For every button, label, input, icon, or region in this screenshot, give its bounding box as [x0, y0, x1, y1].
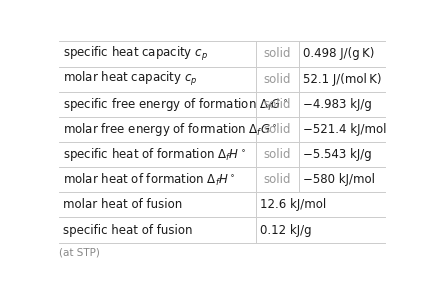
Text: molar heat of formation $\Delta_f H^\circ$: molar heat of formation $\Delta_f H^\cir…	[63, 172, 236, 188]
Text: specific heat of fusion: specific heat of fusion	[63, 224, 193, 236]
Text: specific heat of formation $\Delta_f H^\circ$: specific heat of formation $\Delta_f H^\…	[63, 146, 246, 163]
Text: −580 kJ/mol: −580 kJ/mol	[303, 173, 375, 186]
Text: molar free energy of formation $\Delta_f G^\circ$: molar free energy of formation $\Delta_f…	[63, 121, 278, 138]
Text: molar heat of fusion: molar heat of fusion	[63, 198, 182, 211]
Text: 52.1 J/(mol K): 52.1 J/(mol K)	[303, 72, 381, 86]
Text: solid: solid	[264, 72, 291, 86]
Text: solid: solid	[264, 148, 291, 161]
Text: −5.543 kJ/g: −5.543 kJ/g	[303, 148, 372, 161]
Text: 0.12 kJ/g: 0.12 kJ/g	[260, 224, 312, 236]
Text: specific free energy of formation $\Delta_f G^\circ$: specific free energy of formation $\Delt…	[63, 96, 288, 113]
Text: −521.4 kJ/mol: −521.4 kJ/mol	[303, 123, 387, 136]
Text: solid: solid	[264, 173, 291, 186]
Text: molar heat capacity $c_p$: molar heat capacity $c_p$	[63, 70, 198, 88]
Text: 0.498 J/(g K): 0.498 J/(g K)	[303, 48, 375, 60]
Text: solid: solid	[264, 48, 291, 60]
Text: (at STP): (at STP)	[59, 247, 100, 257]
Text: solid: solid	[264, 98, 291, 111]
Text: −4.983 kJ/g: −4.983 kJ/g	[303, 98, 372, 111]
Text: 12.6 kJ/mol: 12.6 kJ/mol	[260, 198, 326, 211]
Text: solid: solid	[264, 123, 291, 136]
Text: specific heat capacity $c_p$: specific heat capacity $c_p$	[63, 45, 208, 63]
